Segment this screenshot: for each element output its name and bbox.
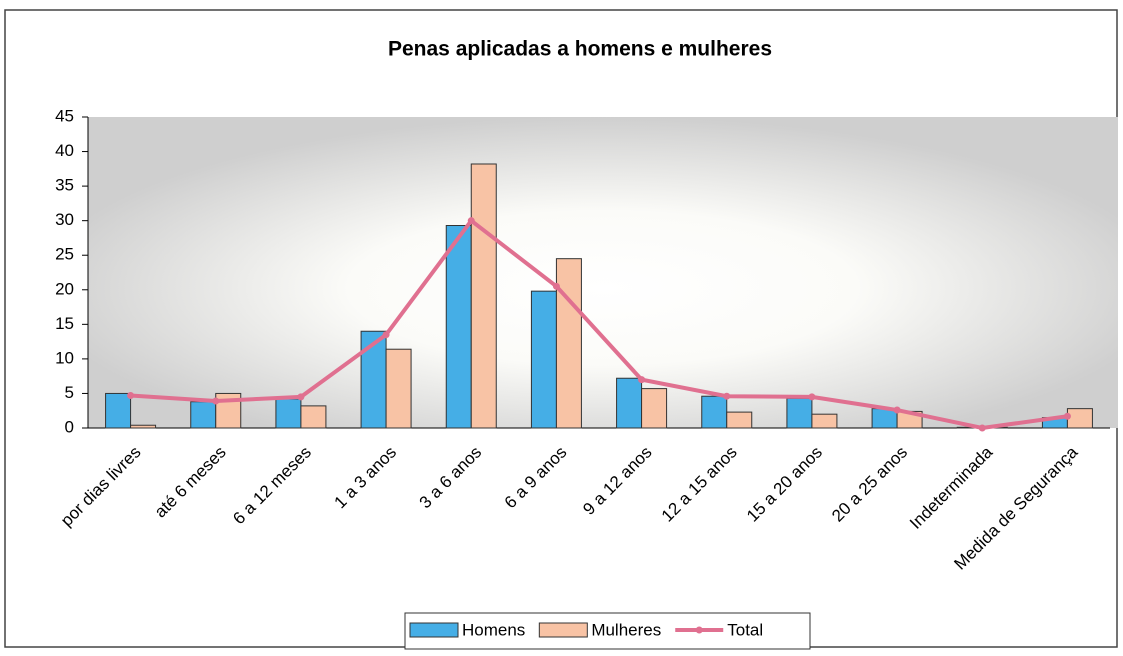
bar — [530, 290, 557, 429]
legend-label: Total — [727, 620, 763, 639]
bar — [726, 411, 753, 429]
legend-swatch — [538, 622, 588, 638]
chart-title: Penas aplicadas a homens e mulheres — [388, 38, 772, 61]
line-marker — [467, 217, 475, 225]
y-tick-label: 40 — [55, 141, 74, 160]
bar — [105, 392, 132, 429]
bar — [130, 424, 157, 429]
bar — [300, 405, 327, 429]
y-tick-label: 15 — [55, 314, 74, 333]
legend-swatch — [695, 626, 703, 634]
bar — [385, 348, 412, 429]
line-marker — [893, 406, 901, 414]
line-marker — [723, 392, 731, 400]
line-marker — [127, 392, 135, 400]
y-tick-label: 10 — [55, 348, 74, 367]
bar — [275, 398, 302, 429]
bar — [641, 388, 668, 429]
legend-label: Mulheres — [591, 620, 661, 639]
bar — [555, 258, 582, 429]
bar — [445, 225, 472, 429]
legend-swatch — [409, 622, 459, 638]
line-marker — [212, 397, 220, 405]
line-marker — [297, 393, 305, 401]
bar — [616, 377, 643, 429]
legend-label: Homens — [462, 620, 525, 639]
bar — [470, 163, 497, 429]
bar — [190, 401, 217, 429]
line-marker — [978, 424, 986, 432]
bar — [786, 397, 813, 429]
y-tick-label: 20 — [55, 279, 74, 298]
legend — [404, 612, 811, 650]
y-tick-label: 35 — [55, 176, 74, 195]
line-marker — [808, 393, 816, 401]
y-tick-label: 5 — [65, 383, 74, 402]
bar — [871, 408, 898, 429]
y-tick-label: 45 — [55, 106, 74, 125]
line-marker — [638, 376, 646, 384]
bar — [811, 413, 838, 429]
y-tick-label: 30 — [55, 210, 74, 229]
line — [130, 217, 1068, 431]
line-marker — [1063, 412, 1071, 420]
bar — [1066, 408, 1093, 429]
line-marker — [552, 282, 560, 290]
plot-area — [88, 117, 1118, 428]
line-marker — [382, 331, 390, 339]
y-tick-label: 0 — [65, 417, 74, 436]
y-tick-label: 25 — [55, 245, 74, 264]
bar — [701, 395, 728, 429]
